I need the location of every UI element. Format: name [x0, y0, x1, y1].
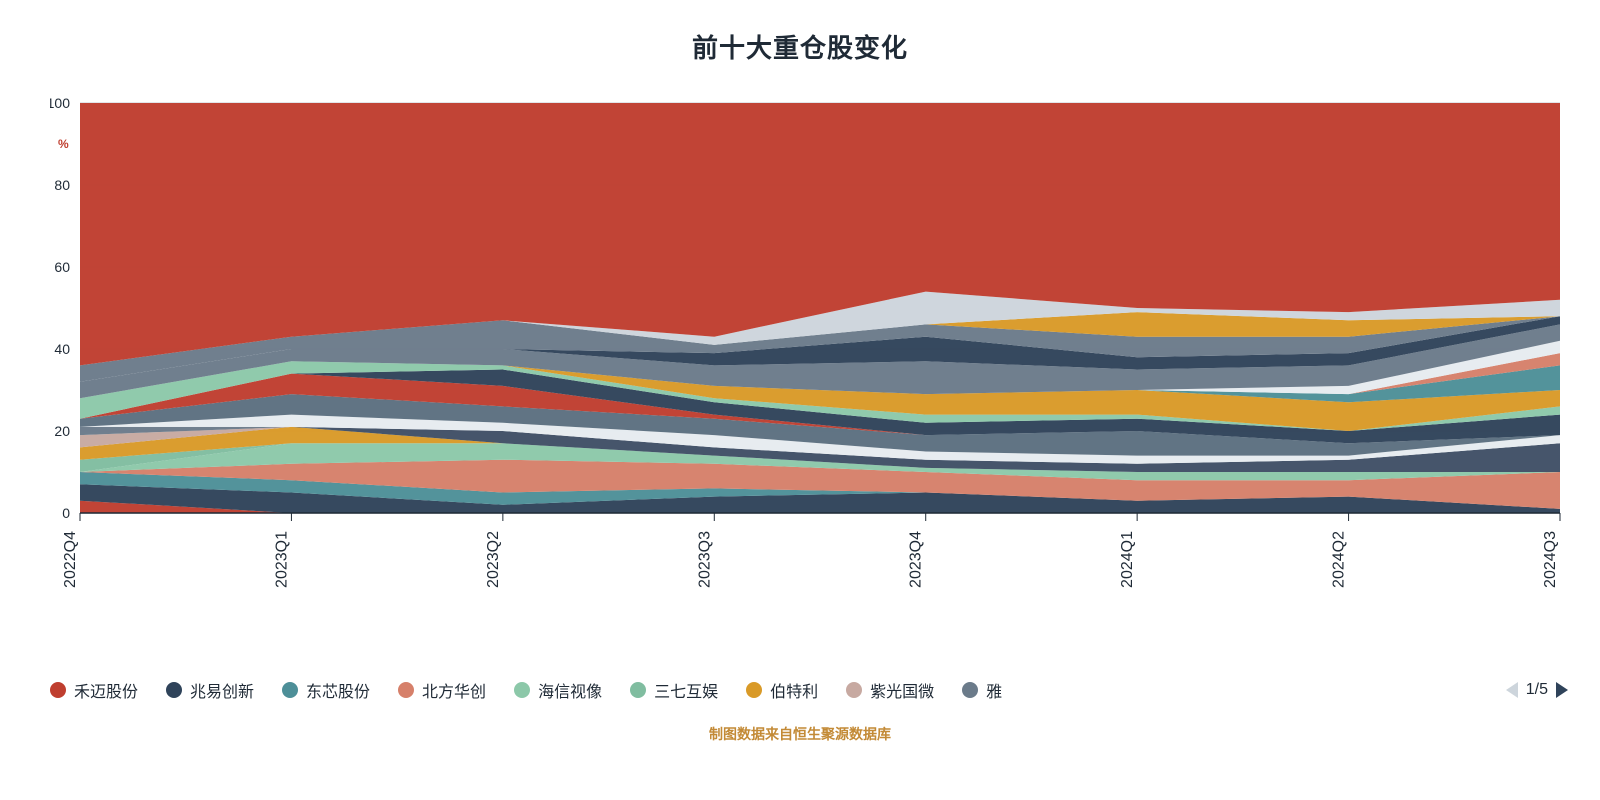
svg-text:%: %: [58, 137, 69, 151]
svg-text:100: 100: [50, 95, 70, 111]
chart-title: 前十大重仓股变化: [0, 28, 1600, 65]
legend-dot-icon: [746, 682, 762, 698]
legend-dot-icon: [514, 682, 530, 698]
pager-prev-icon: [1504, 681, 1520, 699]
svg-text:40: 40: [54, 341, 70, 357]
legend-dot-icon: [50, 682, 66, 698]
legend-dot-icon: [398, 682, 414, 698]
legend-item[interactable]: 禾迈股份: [50, 678, 138, 702]
legend-label: 三七互娱: [654, 678, 718, 702]
legend-item[interactable]: 海信视像: [514, 678, 602, 702]
svg-text:2024Q1: 2024Q1: [1119, 531, 1136, 588]
legend-label: 紫光国微: [870, 678, 934, 702]
legend-label: 兆易创新: [190, 678, 254, 702]
svg-text:2023Q1: 2023Q1: [273, 531, 290, 588]
legend-item[interactable]: 雅: [962, 678, 1002, 702]
chart-area: 0 20 40 60 80 100% 2022Q4 2023Q1 2023Q2 2023Q3 202…: [50, 93, 1570, 643]
legend-label: 海信视像: [538, 678, 602, 702]
pager-page: 1/5: [1526, 681, 1548, 699]
svg-text:2024Q2: 2024Q2: [1331, 531, 1348, 588]
legend-label: 禾迈股份: [74, 678, 138, 702]
svg-text:20: 20: [54, 423, 70, 439]
chart-footnote: 制图数据来自恒生聚源数据库: [0, 724, 1600, 744]
pager-next-icon[interactable]: [1554, 681, 1570, 699]
legend-pager: 1/5: [1504, 681, 1570, 699]
svg-text:2023Q2: 2023Q2: [485, 531, 502, 588]
legend-item[interactable]: 兆易创新: [166, 678, 254, 702]
legend-dot-icon: [630, 682, 646, 698]
legend-label: 东芯股份: [306, 678, 370, 702]
svg-text:2023Q4: 2023Q4: [908, 531, 925, 588]
legend-item[interactable]: 北方华创: [398, 678, 486, 702]
svg-text:2022Q4: 2022Q4: [62, 531, 79, 588]
legend-label: 伯特利: [770, 678, 818, 702]
legend-item[interactable]: 三七互娱: [630, 678, 718, 702]
legend-item[interactable]: 东芯股份: [282, 678, 370, 702]
legend: 禾迈股份 兆易创新 东芯股份 北方华创 海信视像 三七互娱 伯特利 紫光国微 雅 1/5: [50, 678, 1570, 702]
legend-item[interactable]: 伯特利: [746, 678, 818, 702]
legend-dot-icon: [846, 682, 862, 698]
svg-text:2023Q3: 2023Q3: [696, 531, 713, 588]
svg-text:60: 60: [54, 259, 70, 275]
svg-text:80: 80: [54, 177, 70, 193]
svg-text:0: 0: [62, 505, 70, 521]
legend-label: 北方华创: [422, 678, 486, 702]
legend-dot-icon: [282, 682, 298, 698]
legend-dot-icon: [962, 682, 978, 698]
legend-item[interactable]: 紫光国微: [846, 678, 934, 702]
svg-text:2024Q3: 2024Q3: [1542, 531, 1559, 588]
legend-dot-icon: [166, 682, 182, 698]
legend-label: 雅: [986, 678, 1002, 702]
